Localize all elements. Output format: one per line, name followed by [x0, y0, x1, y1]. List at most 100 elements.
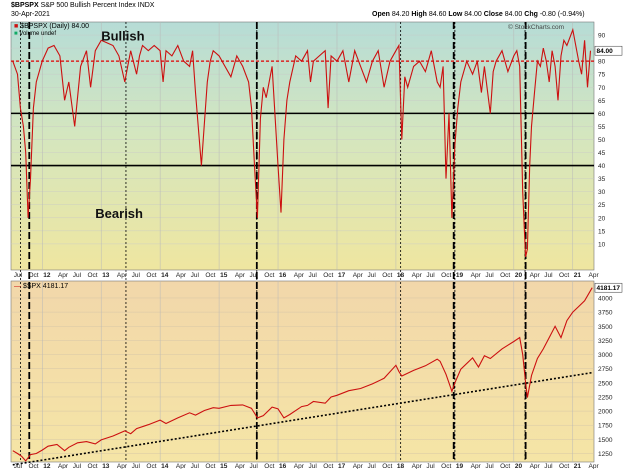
xtick-label: Apr: [589, 272, 600, 279]
xtick-label: Apr: [117, 272, 128, 279]
xtick-label: Jul: [544, 272, 553, 279]
chg-label: Chg: [524, 11, 538, 18]
xtick-label: Apr: [235, 272, 246, 279]
xtick-label: Jul: [14, 463, 23, 469]
chg-value: -0.80 (-0.94%): [539, 11, 585, 18]
upper-ytick-label: 25: [598, 202, 606, 209]
exchange-label: INDX: [137, 2, 155, 9]
xtick-label: 16: [279, 272, 287, 279]
xtick-label: 15: [220, 463, 228, 469]
xtick-label: Jul: [191, 463, 200, 469]
volume-legend-text: Volume undef: [19, 31, 56, 37]
xtick-label: 13: [102, 272, 110, 279]
low-label: Low: [448, 11, 463, 18]
upper-last-value-bg: [594, 45, 623, 56]
upper-ytick-label: 20: [598, 215, 606, 222]
spx-line: [12, 287, 593, 462]
lower-ytick-label: 2750: [598, 366, 613, 373]
upper-ytick-label: 60: [598, 111, 606, 118]
upper-ytick-label: 10: [598, 241, 606, 248]
lower-legend: — $SPX 4181.17: [14, 283, 69, 290]
xtick-label: 12: [43, 272, 51, 279]
high-label: High: [411, 11, 427, 18]
xtick-label: Apr: [471, 272, 482, 279]
upper-ytick-label: 55: [598, 124, 606, 131]
xtick-label: Jul: [485, 463, 494, 469]
xtick-label: 20: [515, 463, 523, 469]
xtick-label: Oct: [559, 272, 569, 279]
xtick-label: Oct: [146, 463, 156, 469]
watermark: © StockCharts.com: [508, 24, 565, 31]
lower-ytick-label: 2500: [598, 380, 613, 387]
lower-ytick-label: 2250: [598, 394, 613, 401]
lower-ytick-label: 4000: [598, 295, 613, 302]
xtick-label: Jul: [250, 463, 259, 469]
xtick-label: Oct: [441, 463, 451, 469]
lower-ytick-label: 3500: [598, 324, 613, 331]
index-name: S&P 500 Bullish Percent Index: [40, 2, 136, 9]
xtick-label: Jul: [132, 272, 141, 279]
lower-ytick-label: 2000: [598, 409, 613, 416]
upper-legend: ■ $BPSPX (Daily) 84.00: [14, 23, 90, 30]
lower-panel-bg: [10, 280, 595, 463]
xtick-label: Jul: [14, 272, 23, 279]
xtick-label: Oct: [559, 463, 569, 469]
xtick-label: 19: [456, 272, 464, 279]
lower-last-value-bg: [594, 282, 623, 293]
upper-ytick-label: 50: [598, 137, 606, 144]
lower-ytick-label: 3250: [598, 338, 613, 345]
upper-ytick-label: 45: [598, 150, 606, 157]
xtick-label: Apr: [294, 463, 305, 469]
xtick-label: Oct: [29, 272, 39, 279]
upper-legend-series: $BPSPX (Daily) 84.00: [20, 23, 90, 30]
xtick-label: Oct: [323, 463, 333, 469]
upper-ytick-label: 15: [598, 228, 606, 235]
lower-ytick-label: 3750: [598, 310, 613, 317]
upper-ytick-label: 75: [598, 72, 606, 79]
xtick-label: 15: [220, 272, 228, 279]
xtick-label: Apr: [530, 463, 541, 469]
xtick-label: Apr: [176, 272, 187, 279]
lower-ytick-label: 3000: [598, 352, 613, 359]
lower-legend-series: $SPX 4181.17: [22, 283, 69, 290]
support-trendline: [12, 371, 593, 466]
axis-layer: 1015202530354045505560657075808590125015…: [14, 33, 623, 469]
lower-ytick-label: 1500: [598, 437, 613, 444]
close-value: 84.00: [504, 11, 523, 18]
xtick-label: 20: [515, 272, 523, 279]
upper-ytick-label: 70: [598, 85, 606, 92]
bpspx-line: [12, 27, 592, 258]
lower-ytick-label: 1250: [598, 451, 613, 458]
upper-last-value: 84.00: [597, 48, 614, 55]
bullish-annotation: Bullish: [101, 28, 144, 43]
xtick-label: Oct: [87, 463, 97, 469]
xtick-label: Apr: [117, 463, 128, 469]
open-value: 84.20: [391, 11, 410, 18]
quote-summary: Open 84.20 High 84.60 Low 84.00 Close 84…: [372, 11, 585, 19]
xtick-label: 13: [102, 463, 110, 469]
xtick-label: Oct: [500, 272, 510, 279]
xtick-label: Apr: [353, 272, 364, 279]
xtick-label: Apr: [294, 272, 305, 279]
close-label: Close: [483, 11, 503, 18]
xtick-label: Oct: [264, 272, 274, 279]
xtick-label: Apr: [176, 463, 187, 469]
upper-panel-bg: [10, 21, 595, 271]
upper-ytick-label: 90: [598, 33, 606, 40]
bearish-annotation: Bearish: [95, 206, 143, 221]
xtick-label: Jul: [309, 272, 318, 279]
upper-ytick-label: 80: [598, 59, 606, 66]
xtick-label: 18: [397, 272, 405, 279]
xtick-label: 17: [338, 463, 346, 469]
xtick-label: 19: [456, 463, 464, 469]
reference-lines: [11, 60, 594, 466]
xtick-label: Jul: [73, 272, 82, 279]
xtick-label: Apr: [58, 272, 69, 279]
high-value: 84.60: [428, 11, 447, 18]
xtick-label: Oct: [500, 463, 510, 469]
upper-ytick-label: 40: [598, 163, 606, 170]
series-layer: [12, 27, 593, 462]
xtick-label: Apr: [412, 463, 423, 469]
xtick-label: Jul: [132, 463, 141, 469]
xtick-label: Oct: [87, 272, 97, 279]
